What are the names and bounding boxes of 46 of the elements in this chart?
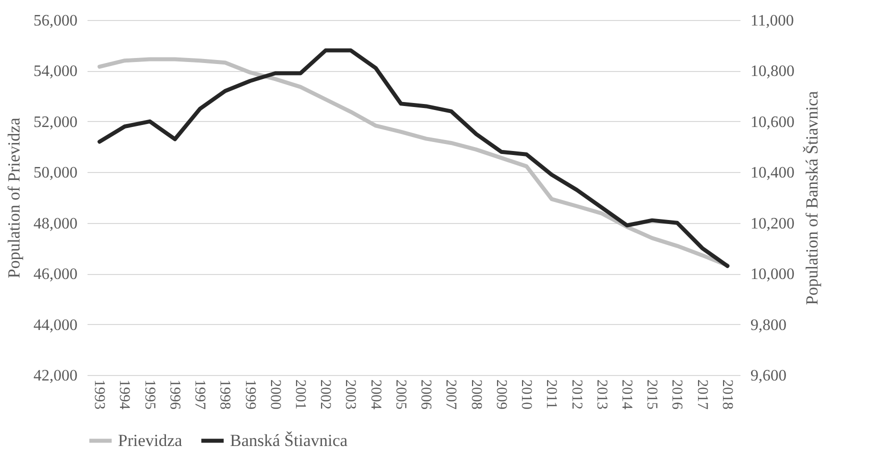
x-tick-label: 2014 (618, 380, 634, 410)
x-tick-label: 2016 (668, 380, 685, 410)
x-tick-label: 2010 (518, 380, 534, 410)
legend-label: Banská Štiavnica (230, 430, 348, 450)
x-tick-label: 2012 (568, 380, 584, 410)
x-tick-label: 2013 (593, 380, 610, 410)
x-tick-label: 2000 (266, 380, 283, 410)
y2-axis-title: Population of Banská Štiavnica (802, 90, 822, 305)
x-tick-label: 2007 (442, 380, 459, 410)
y2-tick-label: 11,000 (750, 12, 794, 30)
x-tick-label: 2018 (718, 380, 735, 410)
x-tick-label: 2008 (468, 380, 484, 410)
x-tick-label: 2002 (317, 380, 334, 410)
y-tick-label: 50,000 (34, 164, 78, 182)
y2-tick-label: 10,000 (750, 266, 794, 284)
x-tick-label: 1999 (242, 380, 258, 410)
y2-tick-label: 9,800 (750, 316, 786, 334)
x-tick-label: 2006 (418, 380, 434, 410)
y-axis-title: Population of Prievidza (4, 117, 24, 278)
y-tick-label: 48,000 (34, 215, 78, 232)
x-tick-label: 1998 (216, 380, 233, 410)
x-tick-label: 2015 (644, 380, 660, 410)
y2-tick-label: 9,600 (750, 368, 786, 384)
x-tick-label: 2017 (694, 380, 710, 410)
y-tick-label: 56,000 (34, 12, 78, 30)
x-tick-label: 2009 (492, 380, 509, 410)
x-tick-label: 1996 (166, 380, 182, 410)
y2-tick-label: 10,600 (750, 114, 794, 131)
y2-tick-label: 10,800 (750, 63, 794, 80)
x-tick-label: 2005 (392, 380, 408, 410)
y-tick-label: 44,000 (34, 316, 78, 334)
x-tick-label: 1993 (91, 380, 108, 410)
y-tick-label: 54,000 (34, 63, 78, 80)
legend-label: Prievidza (118, 430, 183, 450)
x-tick-label: 2003 (342, 380, 358, 410)
y-tick-label: 46,000 (34, 266, 78, 284)
y-tick-label: 52,000 (34, 114, 78, 131)
y-tick-label: 42,000 (34, 368, 78, 384)
x-tick-label: 2001 (292, 380, 308, 410)
y2-tick-label: 10,200 (750, 215, 794, 232)
x-tick-label: 1995 (141, 380, 158, 410)
x-tick-label: 1997 (192, 380, 208, 410)
x-tick-label: 2011 (543, 380, 560, 409)
x-tick-label: 2004 (367, 380, 384, 410)
x-tick-label: 1994 (116, 380, 132, 410)
y2-tick-label: 10,400 (750, 164, 794, 182)
